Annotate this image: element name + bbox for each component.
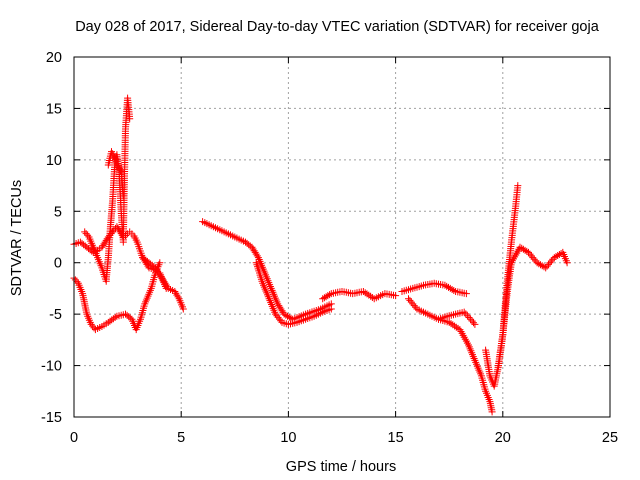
y-tick-label: -10 — [41, 359, 62, 375]
series-arc7 — [252, 259, 335, 328]
y-tick-label: 0 — [54, 256, 62, 272]
y-tick-label: 5 — [54, 204, 62, 220]
x-tick-label: 15 — [388, 430, 404, 446]
plus-markers — [199, 218, 335, 323]
x-tick-label: 0 — [70, 430, 78, 446]
y-tick-label: 20 — [46, 50, 62, 66]
plus-markers — [405, 295, 496, 416]
plus-markers — [252, 259, 335, 328]
y-tick-label: 15 — [46, 101, 62, 117]
plus-markers — [104, 148, 127, 200]
series-arc3 — [104, 148, 127, 200]
plus-markers — [319, 288, 400, 303]
series-arc10 — [405, 295, 496, 416]
x-tick-label: 10 — [280, 430, 296, 446]
y-axis-label: SDTVAR / TECUs — [9, 180, 25, 296]
plot-frame — [73, 56, 611, 418]
plus-markers — [495, 243, 571, 370]
series-arc8 — [319, 288, 400, 303]
plus-markers — [482, 182, 522, 390]
y-tick-label: 10 — [46, 153, 62, 169]
chart-title: Day 028 of 2017, Sidereal Day-to-day VTE… — [75, 19, 600, 35]
plus-markers — [139, 254, 187, 313]
data-points — [70, 94, 571, 416]
axis-ticks: 0 5 10 15 20 25 -15 -10 -5 0 5 10 15 20 — [41, 50, 618, 446]
series-arc5 — [139, 254, 187, 313]
y-tick-label: -15 — [41, 410, 62, 426]
series-arc11 — [435, 308, 479, 328]
grid — [74, 57, 610, 417]
plus-markers — [398, 279, 470, 298]
series-arc9 — [398, 279, 470, 298]
x-tick-label: 25 — [602, 430, 618, 446]
y-tick-label: -5 — [49, 307, 62, 323]
plus-markers — [435, 308, 479, 328]
x-tick-label: 5 — [177, 430, 185, 446]
series-arc13 — [495, 243, 571, 370]
series-arc6 — [199, 218, 335, 323]
x-tick-label: 20 — [495, 430, 511, 446]
x-axis-label: GPS time / hours — [286, 459, 396, 475]
series-arc12 — [482, 182, 522, 390]
